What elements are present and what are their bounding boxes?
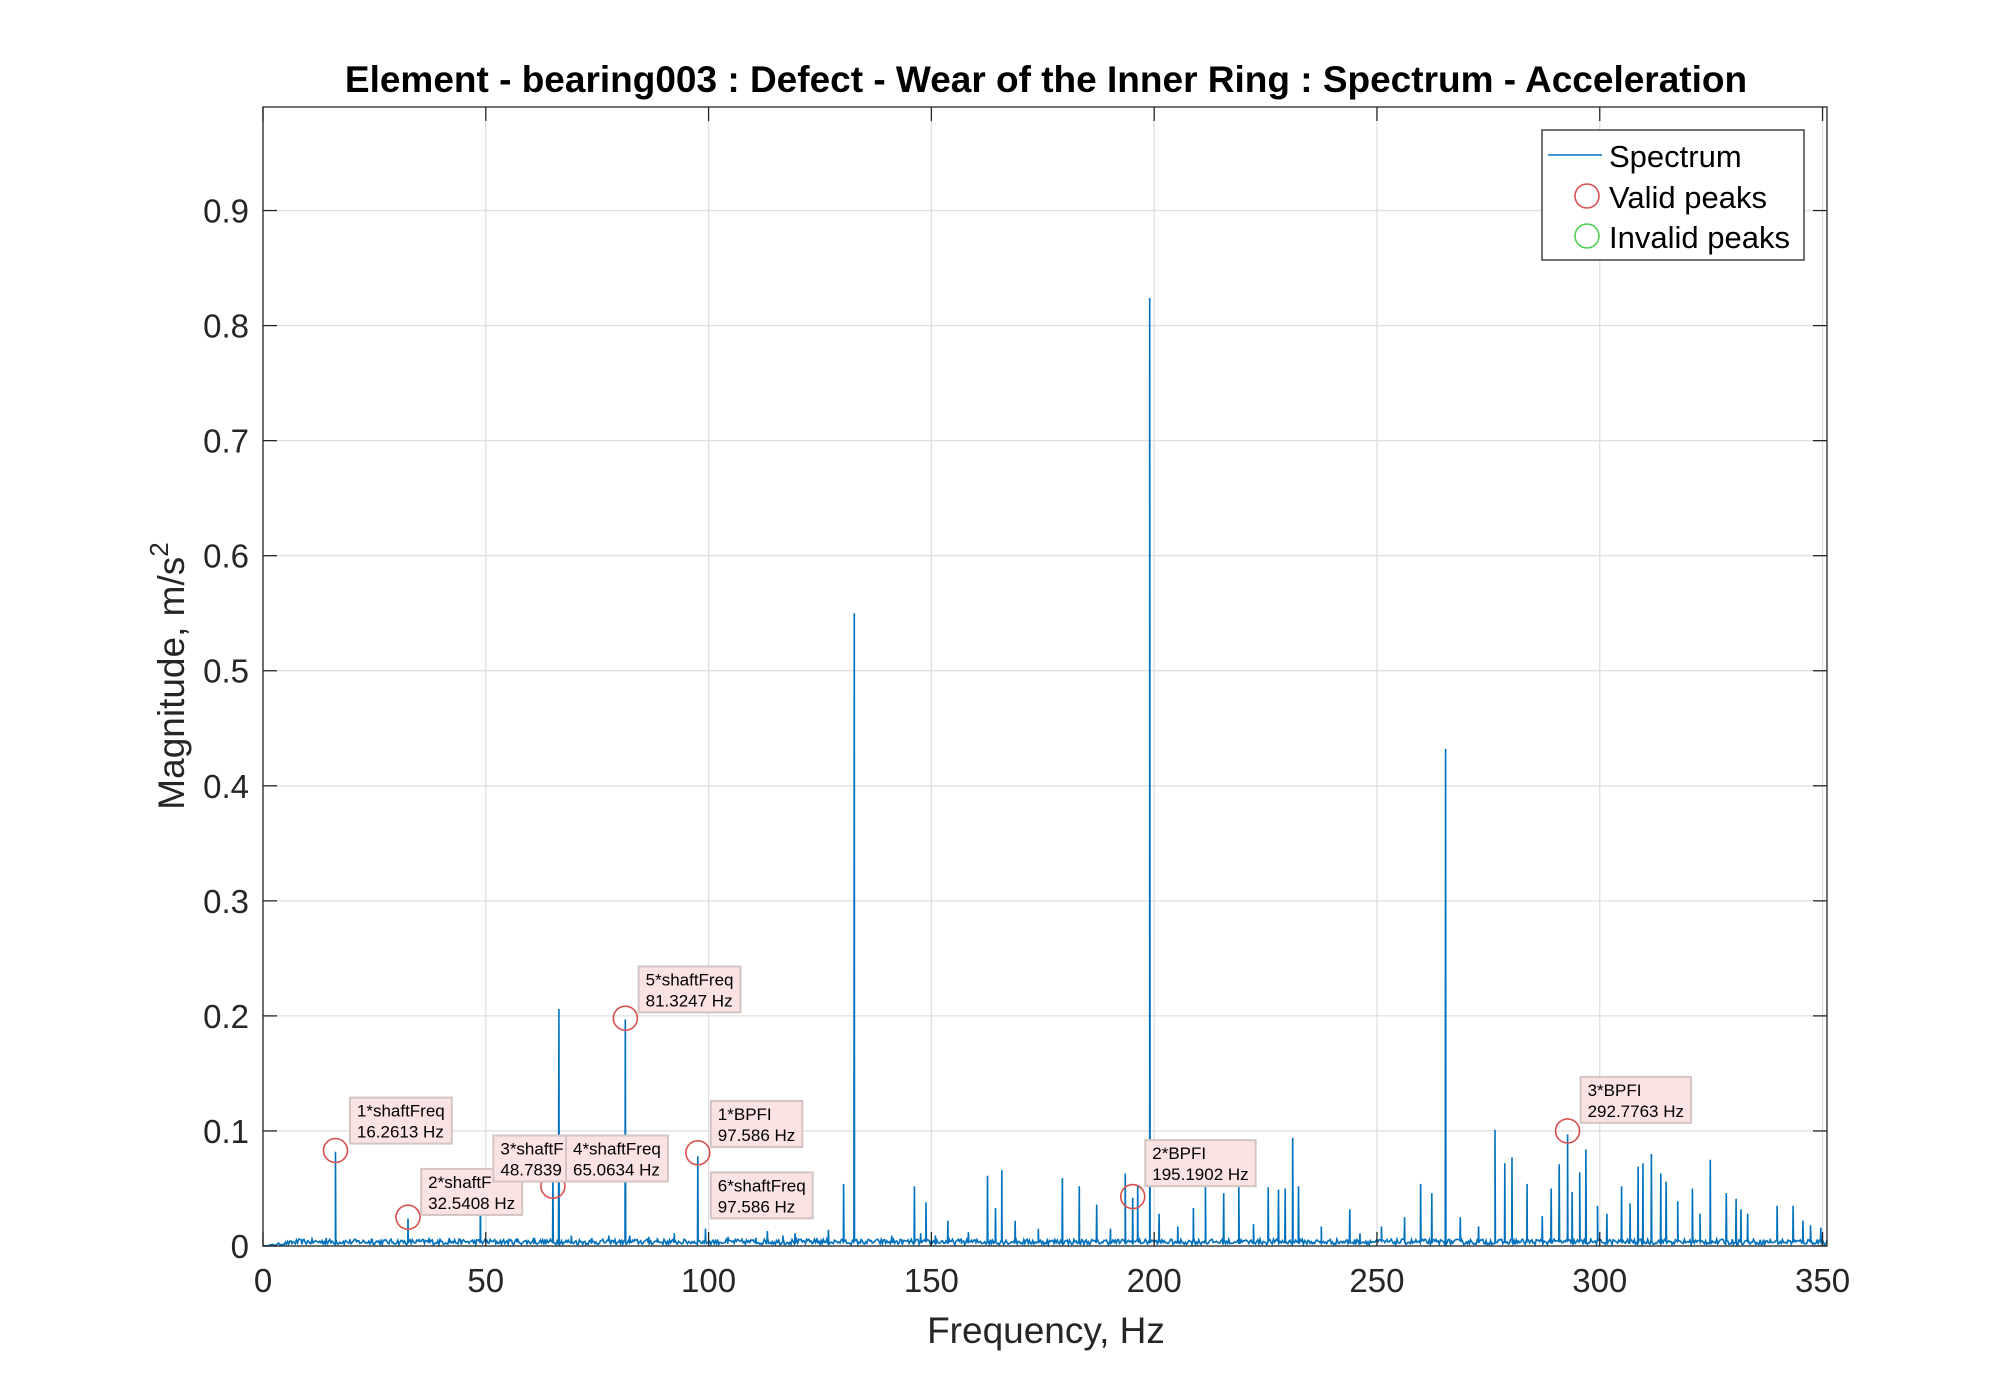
y-tick-label: 0.4 (203, 768, 249, 805)
peak-annotation-box (709, 1100, 804, 1149)
x-tick-label: 0 (254, 1262, 272, 1299)
peak-annotation: 1*BPFI 97.586 Hz (709, 1100, 804, 1149)
peak-annotation-name: 2*BPFI (1152, 1144, 1206, 1163)
valid-peak-marker (395, 1204, 421, 1231)
legend-invalid-peaks-swatch (1574, 223, 1600, 249)
peak-annotation-name: 5*shaftFreq (646, 970, 734, 989)
y-tick-label: 0.1 (203, 1113, 249, 1150)
legend: Spectrum Valid peaks Invalid peaks (1541, 129, 1805, 261)
y-tick-labels: 0 0.1 0.2 0.3 0.4 0.5 0.6 0.7 0.8 0.9 (203, 193, 249, 1265)
x-tick-label: 350 (1795, 1262, 1850, 1299)
y-axis-label-main: Magnitude, m/s (151, 557, 192, 810)
peak-annotation-name: 1*BPFI (718, 1105, 772, 1124)
x-tick-label: 250 (1349, 1262, 1404, 1299)
y-tick-label: 0.7 (203, 423, 249, 460)
peak-annotation-freq: 97.586 Hz (718, 1197, 796, 1216)
y-tick-label: 0.5 (203, 653, 249, 690)
y-axis-label-group: Magnitude, m/s2 (144, 542, 192, 809)
peak-annotation: 2*shaftF 32.5408 Hz (420, 1167, 524, 1216)
y-tick-label: 0.6 (203, 538, 249, 575)
peak-annotation-name: 3*BPFI (1588, 1081, 1642, 1100)
peak-annotation: 2*BPFI 195.1902 Hz (1144, 1139, 1257, 1188)
spectrum-series (262, 297, 1828, 1248)
peak-annotations: 1*shaftFreq 16.2613 Hz 2*shaftF 32.5408 Hz 3… (348, 965, 1692, 1220)
x-tick-labels: 0 50 100 150 200 250 300 350 (254, 1262, 1850, 1299)
peak-annotation-box (709, 1171, 814, 1220)
peak-annotation: 1*shaftFreq 16.2613 Hz (348, 1096, 453, 1145)
peak-annotation: 5*shaftFreq 81.3247 Hz (637, 965, 742, 1014)
peak-annotation: 3*BPFI 292.7763 Hz (1579, 1075, 1692, 1124)
x-tick-label: 100 (681, 1262, 736, 1299)
peak-annotation-name: 1*shaftFreq (357, 1102, 445, 1121)
y-tick-label: 0 (231, 1228, 249, 1265)
peak-annotation-box (348, 1096, 453, 1145)
x-tick-label: 200 (1127, 1262, 1182, 1299)
x-tick-label: 300 (1572, 1262, 1627, 1299)
y-tick-label: 0.2 (203, 998, 249, 1035)
legend-box (1541, 129, 1805, 261)
legend-valid-peaks-label: Valid peaks (1609, 180, 1767, 215)
peak-annotation-freq: 48.7839 (500, 1161, 561, 1180)
y-axis-label-superscript: 2 (144, 542, 174, 556)
peak-annotation-freq: 32.5408 Hz (428, 1194, 515, 1213)
x-tick-label: 150 (904, 1262, 959, 1299)
plot-area: 1*shaftFreq 16.2613 Hz 2*shaftF 32.5408 Hz 3… (262, 106, 1828, 1248)
y-axis-label: Magnitude, m/s2 (144, 542, 192, 809)
axes-box (262, 106, 1828, 1247)
peak-annotation-freq: 292.7763 Hz (1588, 1102, 1684, 1121)
peak-annotation-box (1144, 1139, 1257, 1188)
legend-spectrum-label: Spectrum (1609, 139, 1742, 174)
peak-annotation-freq: 195.1902 Hz (1152, 1165, 1248, 1184)
peak-annotation-name: 2*shaftF (428, 1173, 491, 1192)
peak-annotation: 6*shaftFreq 97.586 Hz (709, 1171, 814, 1220)
peak-annotation: 4*shaftFreq 65.0634 Hz (564, 1134, 669, 1183)
axes (262, 106, 1828, 1247)
chart-title: Element - bearing003 : Defect - Wear of … (345, 59, 1747, 100)
spectrum-line (262, 297, 1828, 1248)
y-tick-label: 0.3 (203, 883, 249, 920)
x-axis-label: Frequency, Hz (927, 1310, 1165, 1351)
y-tick-label: 0.8 (203, 308, 249, 345)
valid-peak-marker (685, 1140, 711, 1166)
peak-annotation-name: 6*shaftFreq (718, 1176, 806, 1195)
peak-annotation: 3*shaftF 48.7839 (492, 1134, 572, 1183)
peak-annotation-name: 3*shaftF (500, 1140, 563, 1159)
x-tick-label: 50 (467, 1262, 504, 1299)
y-tick-label: 0.9 (203, 193, 249, 230)
peak-annotation-freq: 65.0634 Hz (573, 1161, 660, 1180)
valid-peak-marker (1119, 1183, 1146, 1210)
peak-annotation-freq: 97.586 Hz (718, 1126, 796, 1145)
peak-annotation-freq: 81.3247 Hz (646, 991, 733, 1010)
peak-annotation-box (637, 965, 742, 1014)
peak-annotation-name: 4*shaftFreq (573, 1140, 661, 1159)
legend-invalid-peaks-label: Invalid peaks (1609, 220, 1790, 255)
valid-peak-marker (612, 1005, 639, 1032)
valid-peak-marker (1554, 1118, 1581, 1144)
peak-annotation-freq: 16.2613 Hz (357, 1123, 444, 1142)
peak-annotation-box (1579, 1075, 1692, 1124)
valid-peak-marker (322, 1137, 349, 1164)
plot-background (263, 107, 1827, 1246)
legend-valid-peaks-swatch (1574, 183, 1600, 209)
peak-annotation-box (564, 1134, 669, 1183)
